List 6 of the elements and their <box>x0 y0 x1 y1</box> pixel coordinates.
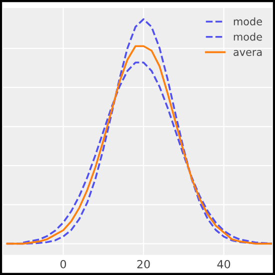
x-tick-label: 20 <box>137 260 150 268</box>
legend-label: mode <box>234 32 262 41</box>
x-tick-label: 0 <box>60 260 66 268</box>
legend-label: mode <box>234 17 262 26</box>
x-tick-label: 40 <box>217 260 230 268</box>
legend-label: avera <box>234 50 262 56</box>
